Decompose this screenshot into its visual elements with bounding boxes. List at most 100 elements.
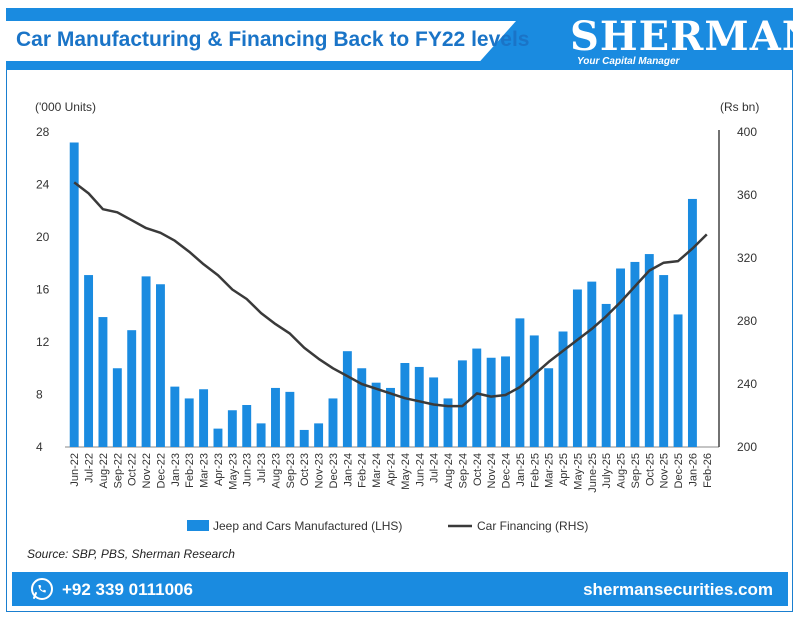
brand-tagline: Your Capital Manager	[577, 56, 680, 67]
bar	[457, 360, 467, 447]
x-tick-label: Apr-23	[213, 453, 225, 486]
y-left-tick-label: 16	[36, 283, 50, 297]
x-tick-label: Mar-25	[544, 453, 556, 488]
bar	[472, 348, 482, 447]
x-tick-label: Apr-25	[558, 453, 570, 486]
x-tick-label: Apr-24	[386, 453, 398, 486]
page-title: Car Manufacturing & Financing Back to FY…	[16, 28, 530, 51]
bar	[544, 368, 554, 447]
x-tick-label: Dec-25	[673, 453, 685, 488]
bar	[529, 335, 539, 447]
x-tick-label: June-25	[587, 453, 599, 493]
bar	[414, 366, 424, 447]
bar	[242, 405, 252, 447]
bar	[271, 387, 280, 447]
y-right-tick-label: 200	[737, 440, 757, 454]
footer-phone[interactable]: +92 339 0111006	[62, 580, 193, 599]
x-tick-label: Jun-22	[69, 453, 81, 487]
bar	[486, 357, 496, 447]
bar	[227, 410, 237, 447]
x-tick-label: Feb-23	[184, 453, 196, 488]
x-tick-label: Nov-25	[659, 453, 671, 488]
legend-bar-label: Jeep and Cars Manufactured (LHS)	[213, 519, 402, 533]
x-tick-label: Jan-26	[687, 453, 699, 487]
bar	[112, 368, 122, 447]
x-tick-label: July-25	[601, 453, 613, 488]
bar	[429, 377, 439, 447]
bar	[443, 398, 453, 447]
y-left-tick-label: 4	[36, 440, 43, 454]
x-tick-label: Aug-25	[616, 453, 628, 488]
title-box	[6, 21, 516, 61]
bar	[285, 391, 295, 447]
bar	[515, 318, 525, 447]
y-right-tick-label: 280	[737, 314, 757, 328]
whatsapp-icon	[31, 578, 53, 600]
footer-band	[12, 572, 788, 606]
bar	[587, 281, 597, 447]
y-right-tick-label: 320	[737, 251, 757, 265]
bar	[342, 351, 352, 447]
y-right-tick-label: 240	[737, 377, 757, 391]
bar	[386, 387, 395, 447]
x-tick-label: Dec-24	[501, 453, 513, 488]
x-tick-label: Dec-23	[328, 453, 340, 488]
y-left-axis-label: ('000 Units)	[35, 100, 96, 114]
bar	[170, 386, 180, 447]
bar	[501, 356, 510, 447]
legend-bar-swatch	[187, 520, 209, 531]
x-tick-label: Nov-23	[314, 453, 326, 488]
x-tick-label: Mar-24	[371, 453, 383, 488]
bar	[616, 268, 626, 447]
source-note: Source: SBP, PBS, Sherman Research	[27, 547, 235, 561]
x-tick-label: May-23	[227, 453, 239, 490]
bar	[155, 284, 165, 447]
bar	[141, 276, 151, 447]
x-tick-label: May-25	[572, 453, 584, 490]
bar	[299, 429, 309, 447]
bar	[127, 330, 137, 447]
x-tick-label: Sep-22	[112, 453, 124, 488]
bar	[357, 368, 367, 447]
x-tick-label: Jan-23	[170, 453, 182, 487]
x-tick-label: Aug-22	[98, 453, 110, 488]
x-tick-label: Jul-23	[256, 453, 268, 483]
y-right-tick-label: 360	[737, 188, 757, 202]
y-left-tick-label: 12	[36, 335, 50, 349]
bar	[328, 398, 338, 447]
x-tick-label: Feb-26	[702, 453, 714, 488]
x-tick-label: Nov-22	[141, 453, 153, 488]
bar	[644, 254, 654, 447]
bar	[400, 363, 410, 447]
x-tick-label: Feb-24	[357, 453, 369, 488]
x-tick-label: Dec-22	[155, 453, 167, 488]
x-tick-label: Feb-25	[529, 453, 541, 488]
bar	[572, 289, 582, 447]
x-tick-label: Aug-23	[270, 453, 282, 488]
x-tick-label: Sep-24	[457, 453, 469, 488]
footer-website-link[interactable]: shermansecurities.com	[583, 580, 773, 599]
bar	[673, 314, 683, 447]
bar	[184, 398, 194, 447]
y-right-tick-label: 400	[737, 125, 757, 139]
x-tick-label: Oct-22	[127, 453, 139, 486]
bar	[199, 389, 209, 447]
x-tick-label: Sep-23	[285, 453, 297, 488]
x-tick-label: Jan-25	[515, 453, 527, 487]
line-series-car-financing	[73, 181, 708, 408]
bar	[687, 198, 697, 447]
bar	[601, 303, 611, 447]
x-tick-label: Oct-24	[472, 453, 484, 486]
x-tick-label: Jun-24	[414, 453, 426, 487]
bar	[69, 142, 79, 447]
bar	[213, 428, 223, 447]
bar	[630, 261, 640, 447]
x-tick-label: Jul-22	[84, 453, 96, 483]
y-right-axis-label: (Rs bn)	[720, 100, 759, 114]
y-left-tick-label: 20	[36, 230, 50, 244]
bar	[314, 423, 324, 447]
x-tick-label: Jan-24	[342, 453, 354, 487]
bar	[558, 331, 568, 447]
y-left-tick-label: 8	[36, 388, 43, 402]
